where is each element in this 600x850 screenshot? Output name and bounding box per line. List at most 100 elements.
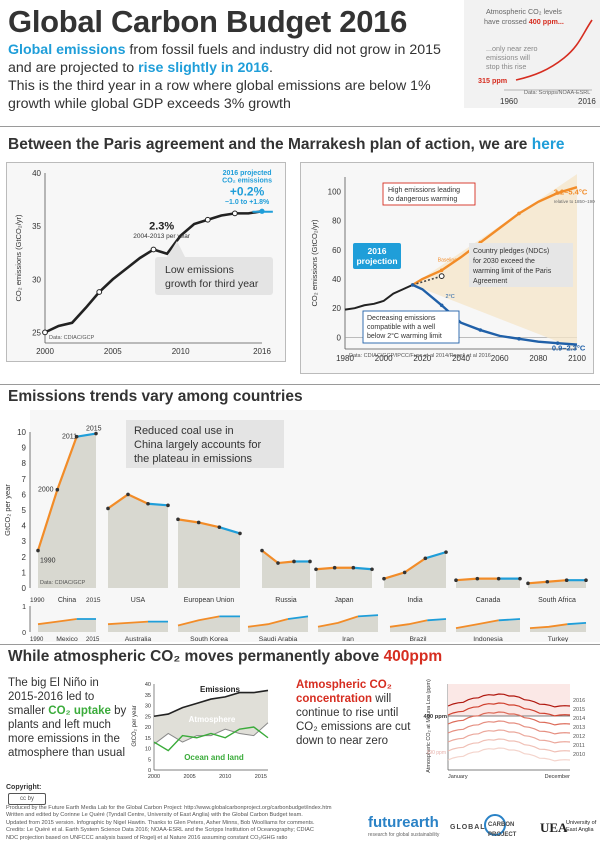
small-country-area [178, 616, 240, 632]
section-1-link[interactable]: here [531, 136, 565, 153]
y-tick-label: 25 [145, 714, 151, 720]
high-scenario-line [412, 186, 578, 286]
small-country-label: Mexico [56, 636, 78, 642]
country-line-recent [147, 502, 169, 507]
low-emissions-box [362, 310, 460, 344]
intro-highlight-rise: rise slightly in 2016 [138, 60, 270, 76]
ndc-point [438, 273, 445, 280]
country-label: European Union [184, 597, 235, 604]
small-country-line-early [455, 619, 499, 629]
small-country-line-recent [357, 614, 379, 618]
atmosphere-line [153, 722, 269, 745]
country-label: South Africa [538, 597, 576, 604]
year-label: 2015 [86, 426, 102, 433]
country-point [166, 503, 170, 508]
intro-line-2: This is the third year in a row where gl… [8, 78, 431, 112]
small-country-label: Iran [342, 636, 354, 642]
year-curve [447, 693, 571, 708]
inset-label-2: have crossed 400 ppm... [484, 17, 564, 26]
projection-title-1: 2016 projected [223, 170, 272, 177]
country-point [196, 520, 201, 525]
country-point [260, 548, 264, 553]
intro-highlight-emissions: Global emissions [8, 42, 126, 58]
callout-pointer [167, 241, 185, 257]
year-curve [447, 729, 571, 744]
country-point [370, 567, 374, 572]
divider-3 [0, 644, 600, 645]
y-axis-label: Atmospheric CO₂ at Mauna Loa (ppm) [426, 679, 432, 773]
country-point [94, 431, 98, 436]
y-tick-label: 4 [22, 522, 27, 531]
y-tick-label: 20 [332, 304, 341, 313]
y-tick-label: 9 [22, 444, 27, 453]
inset-note-2: emissions will [486, 53, 530, 62]
ocean-land-label: Ocean and land [184, 753, 244, 762]
global-emissions-panel: 25 30 35 40 2000 2005 2010 2016 CO₂ emissions (G… [6, 162, 286, 362]
year-label: 2012 [573, 734, 585, 740]
cc-badge-icon: cc by [8, 793, 46, 805]
callout-text: growth for third year [165, 278, 259, 290]
low-scenario-line [412, 283, 578, 346]
y-tick-label: 1 [22, 568, 27, 577]
year-label: 2010 [573, 752, 585, 758]
country-point [74, 434, 79, 439]
year-curve [447, 711, 571, 726]
x-tick-label: 2016 [253, 347, 271, 356]
sinks-panel: 0 5 10 15 20 25 30 35 40 2000 2005 2010 2015 GtCO₂ pe… [128, 676, 280, 784]
x-tick-label: 2015 [255, 774, 267, 780]
section-1-title-text: Between the Paris agreement and the Marr… [8, 136, 532, 153]
high-scenario-label: 3.2–5.4°C [554, 187, 588, 196]
credit-line: Credits: Le Quéré et al. Earth System Sc… [6, 827, 314, 834]
y-tick-label: 10 [17, 428, 26, 437]
projection-rate: +0.2% [230, 184, 265, 198]
x-tick-label: 2010 [219, 774, 231, 780]
data-point [204, 216, 211, 223]
inset-note-1: ...only near zero [486, 44, 538, 53]
country-point [402, 570, 407, 575]
data-point [42, 329, 48, 336]
high-scenario-sublabel: relative to 1850–1900 [554, 199, 595, 204]
ndc-box-text: warming limit of the Paris [472, 268, 552, 275]
country-point [176, 517, 180, 522]
emissions-line [153, 689, 269, 718]
x-tick-label: 2010 [172, 347, 190, 356]
low-emissions-text: Decreasing emissions [367, 315, 436, 322]
year-label: 2016 [573, 698, 585, 704]
small-country-line-early [389, 619, 428, 628]
inset-co2-chart: Atmospheric CO₂ levels have crossed 400 … [464, 0, 600, 108]
high-point [555, 191, 560, 195]
small-country-line-early [247, 618, 289, 628]
projection-box-text: projection [356, 256, 397, 266]
country-area [38, 433, 96, 588]
ndc-box-text: Agreement [473, 278, 507, 285]
country-area [178, 519, 240, 588]
low-point [439, 303, 444, 308]
low-point [555, 341, 560, 345]
y-tick-label: 8 [22, 459, 27, 468]
el-nino-text: The big El Niño in 2015-2016 led to smal… [8, 676, 128, 760]
callout-box [155, 257, 273, 295]
y-tick-label: 25 [32, 328, 41, 337]
growth-period-label: 2004-2013 per year [133, 233, 191, 240]
y-tick-label: 5 [22, 506, 27, 515]
country-point [332, 565, 337, 570]
concentration-highlight: Atmospheric CO₂ concentration [296, 679, 392, 705]
country-label: Russia [275, 597, 297, 604]
country-point [106, 506, 110, 511]
concentration-text: Atmospheric CO₂ concentration will conti… [296, 678, 416, 748]
callout-text: Low emissions [165, 264, 234, 276]
y-tick-label: 35 [145, 693, 151, 699]
year-label: 2011 [573, 743, 585, 749]
y-tick-label: 0 [337, 333, 342, 342]
ndc-box-text: for 2030 exceed the [473, 258, 535, 265]
callout-text: China largely accounts for [134, 439, 262, 451]
global-emissions-chart: 25 30 35 40 2000 2005 2010 2016 CO₂ emissions (G… [14, 169, 273, 356]
inset-label-1: Atmospheric CO₂ levels [486, 7, 562, 16]
country-point [423, 556, 428, 561]
y-tick-label: 6 [22, 490, 27, 499]
credits: Produced by the Future Earth Media Lab f… [6, 805, 406, 842]
atmosphere-label: Atmosphere [189, 715, 236, 724]
small-country-area [38, 619, 96, 632]
callout-box [126, 420, 284, 468]
